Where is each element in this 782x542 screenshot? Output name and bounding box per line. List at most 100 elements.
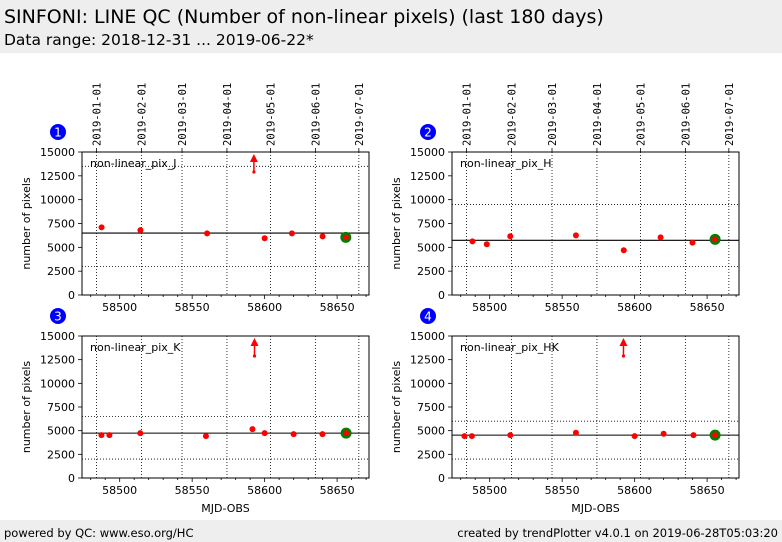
y-tick-label: 0 bbox=[438, 289, 445, 302]
page-title: SINFONI: LINE QC (Number of non-linear p… bbox=[4, 6, 604, 28]
y-tick-label: 2500 bbox=[417, 265, 445, 278]
x-tick-label: 58600 bbox=[617, 484, 652, 497]
latest-data-point bbox=[343, 430, 350, 437]
outlier-arrow-base bbox=[621, 354, 626, 358]
data-point bbox=[572, 429, 579, 436]
header-bar: SINFONI: LINE QC (Number of non-linear p… bbox=[0, 0, 782, 53]
panel-number-badge bbox=[420, 308, 436, 324]
date-tick-label: 2019-07-01 bbox=[354, 83, 366, 146]
date-tick-label: 2019-01-01 bbox=[461, 83, 473, 146]
chart-panel-4: 0 2500 5000 7500 10000 12500 15000 58500 58550 58… bbox=[390, 308, 740, 515]
data-point bbox=[98, 432, 105, 439]
outlier-arrow-head bbox=[249, 154, 258, 162]
chart-panel-3: 0 2500 5000 7500 10000 12500 15000 58500 58550 58… bbox=[20, 308, 370, 515]
date-tick-label: 2019-03-01 bbox=[547, 83, 559, 146]
plot-frame bbox=[451, 335, 740, 479]
panel-number-text: 1 bbox=[54, 126, 62, 140]
data-point bbox=[290, 431, 297, 438]
y-tick-label: 10000 bbox=[40, 377, 75, 390]
data-range-subtitle: Data range: 2018-12-31 ... 2019-06-22* bbox=[4, 31, 314, 49]
outlier-arrow-head bbox=[619, 338, 628, 346]
data-point bbox=[261, 235, 268, 242]
data-point bbox=[620, 247, 627, 254]
chart-panel-2: 2019-01-01 2019-02-01 2019-03-01 2019-04-01… bbox=[390, 83, 740, 314]
data-point bbox=[261, 430, 268, 437]
y-tick-label: 10000 bbox=[410, 377, 445, 390]
x-tick-label: 58500 bbox=[102, 301, 137, 314]
date-tick-label: 2019-01-01 bbox=[91, 83, 103, 146]
data-point bbox=[657, 234, 664, 241]
data-point bbox=[507, 233, 514, 240]
outlier-arrow-base bbox=[252, 170, 256, 174]
x-tick-label: 58550 bbox=[175, 484, 210, 497]
plot-frame bbox=[451, 151, 740, 296]
y-tick-label: 12500 bbox=[40, 170, 75, 183]
outlier-arrow-head bbox=[250, 338, 259, 346]
y-tick-label: 10000 bbox=[40, 194, 75, 207]
x-tick-label: 58650 bbox=[690, 301, 725, 314]
panel-number-badge bbox=[420, 124, 436, 140]
y-tick-label: 12500 bbox=[410, 170, 445, 183]
y-tick-label: 15000 bbox=[40, 330, 75, 343]
data-point bbox=[319, 431, 326, 438]
date-tick-label: 2019-04-01 bbox=[592, 83, 604, 146]
footer-powered-by: powered by QC: www.eso.org/HC bbox=[4, 526, 194, 540]
date-tick-label: 2019-02-01 bbox=[136, 83, 148, 146]
y-tick-label: 2500 bbox=[47, 448, 75, 461]
parameter-label: non-linear_pix_H bbox=[460, 157, 552, 170]
plot-frame bbox=[81, 151, 370, 296]
y-tick-label: 5000 bbox=[417, 241, 445, 254]
data-point bbox=[631, 433, 638, 440]
data-point bbox=[461, 433, 468, 440]
data-point bbox=[204, 230, 211, 237]
y-tick-label: 0 bbox=[438, 472, 445, 485]
date-tick-label: 2019-02-01 bbox=[506, 83, 518, 146]
data-point bbox=[689, 239, 696, 246]
parameter-label: non-linear_pix_J bbox=[90, 157, 177, 170]
panel-number-text: 3 bbox=[54, 310, 62, 324]
y-tick-label: 5000 bbox=[47, 425, 75, 438]
data-point bbox=[507, 432, 514, 439]
data-point bbox=[690, 432, 697, 439]
data-point bbox=[98, 224, 105, 231]
y-tick-label: 12500 bbox=[40, 354, 75, 367]
data-point bbox=[249, 426, 256, 433]
x-tick-label: 58500 bbox=[102, 484, 137, 497]
date-tick-label: 2019-04-01 bbox=[222, 83, 234, 146]
y-axis-label: number of pixels bbox=[390, 361, 403, 454]
panel-number-badge bbox=[50, 308, 66, 324]
parameter-label: non-linear_pix_HK bbox=[460, 341, 560, 354]
y-tick-label: 2500 bbox=[417, 448, 445, 461]
x-tick-label: 58550 bbox=[545, 301, 580, 314]
y-tick-label: 10000 bbox=[410, 194, 445, 207]
data-point bbox=[202, 433, 209, 440]
x-tick-label: 58600 bbox=[617, 301, 652, 314]
y-axis-label: number of pixels bbox=[20, 361, 33, 454]
x-tick-label: 58550 bbox=[545, 484, 580, 497]
x-tick-label: 58650 bbox=[320, 301, 355, 314]
date-tick-label: 2019-03-01 bbox=[177, 83, 189, 146]
data-point bbox=[106, 432, 113, 439]
y-tick-label: 12500 bbox=[410, 354, 445, 367]
date-tick-label: 2019-05-01 bbox=[635, 83, 647, 146]
x-tick-label: 58650 bbox=[320, 484, 355, 497]
y-tick-label: 7500 bbox=[417, 218, 445, 231]
footer-bar: powered by QC: www.eso.org/HC created by… bbox=[0, 520, 782, 542]
y-tick-label: 5000 bbox=[47, 241, 75, 254]
x-axis-label: MJD-OBS bbox=[201, 502, 249, 515]
y-tick-label: 15000 bbox=[410, 330, 445, 343]
panel-number-text: 2 bbox=[424, 126, 432, 140]
y-tick-label: 7500 bbox=[47, 401, 75, 414]
panel-number-badge bbox=[50, 124, 66, 140]
x-tick-label: 58600 bbox=[247, 484, 282, 497]
data-point bbox=[469, 238, 476, 245]
y-tick-label: 7500 bbox=[417, 401, 445, 414]
x-tick-label: 58550 bbox=[175, 301, 210, 314]
date-tick-label: 2019-06-01 bbox=[680, 83, 692, 146]
y-tick-label: 2500 bbox=[47, 265, 75, 278]
x-tick-label: 58600 bbox=[247, 301, 282, 314]
y-tick-label: 0 bbox=[68, 289, 75, 302]
data-point bbox=[137, 430, 144, 437]
outlier-arrow-base bbox=[252, 354, 257, 358]
